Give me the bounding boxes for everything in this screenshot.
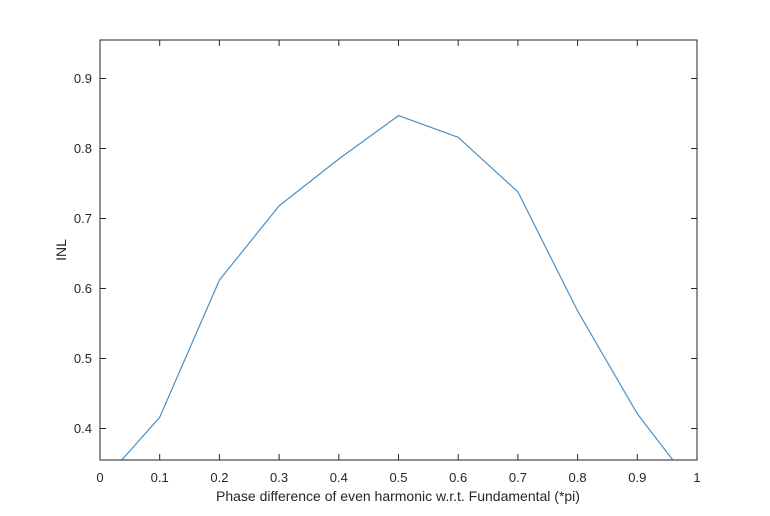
y-tick-label: 0.6 <box>74 281 92 296</box>
x-tick-label: 0.7 <box>509 470 527 485</box>
series-layer <box>120 114 674 460</box>
x-tick-label: 0.1 <box>151 470 169 485</box>
x-tick-label: 0.5 <box>389 470 407 485</box>
x-tick-label: 0.4 <box>330 470 348 485</box>
y-tick-label: 0.9 <box>74 71 92 86</box>
y-ticks: 0.4 0.5 0.6 0.7 0.8 0.9 <box>74 71 697 436</box>
y-tick-label: 0.5 <box>74 351 92 366</box>
x-tick-label: 1 <box>693 470 700 485</box>
y-tick-label: 0.8 <box>74 141 92 156</box>
plot-area <box>100 40 697 460</box>
y-axis-label: INL <box>53 239 69 261</box>
x-tick-label: 0.8 <box>569 470 587 485</box>
x-axis-label: Phase difference of even harmonic w.r.t.… <box>216 488 580 504</box>
x-tick-label: 0.3 <box>270 470 288 485</box>
x-tick-label: 0 <box>96 470 103 485</box>
series-line <box>120 114 674 460</box>
y-tick-label: 0.7 <box>74 211 92 226</box>
x-tick-label: 0.6 <box>449 470 467 485</box>
x-tick-label: 0.2 <box>210 470 228 485</box>
x-ticks: 0 0.1 0.2 0.3 0.4 0.5 0.6 0.7 0.8 0.9 1 <box>96 40 701 485</box>
y-tick-label: 0.4 <box>74 421 92 436</box>
x-tick-label: 0.9 <box>628 470 646 485</box>
